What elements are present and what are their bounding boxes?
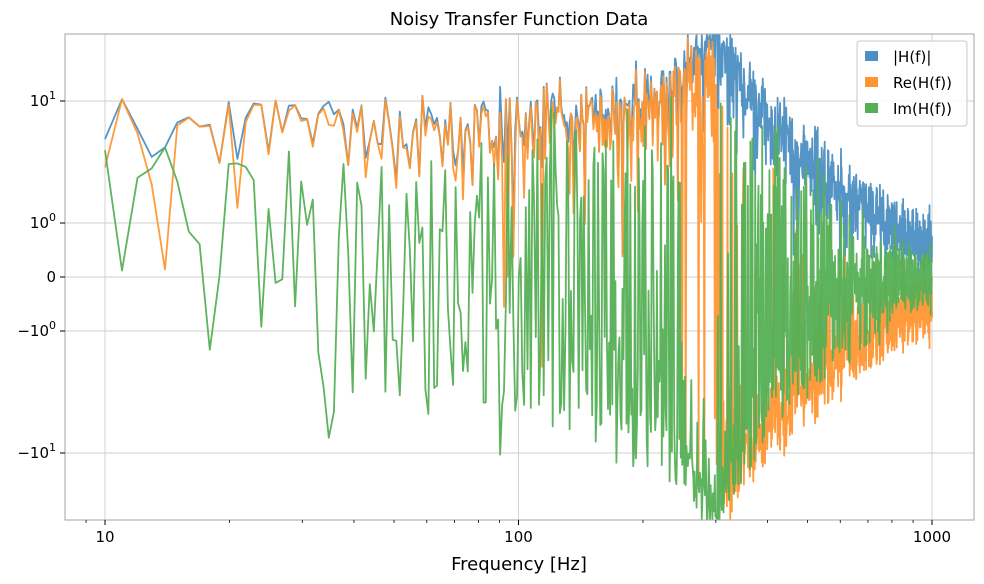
y-tick-base: −10 bbox=[17, 322, 49, 340]
x-tick-label: 10 bbox=[95, 528, 114, 546]
y-tick-base: 10 bbox=[30, 214, 49, 232]
y-tick-label: 100 bbox=[30, 211, 56, 232]
y-tick-exponent: 0 bbox=[49, 211, 56, 224]
legend-frame bbox=[856, 40, 968, 127]
legend-swatch-magnitude bbox=[865, 51, 878, 61]
y-tick-base: 10 bbox=[30, 92, 49, 110]
legend-label-real: Re(H(f)) bbox=[893, 74, 952, 92]
legend-swatch-real bbox=[865, 77, 878, 87]
chart-title: Noisy Transfer Function Data bbox=[390, 9, 649, 30]
y-tick-label: −100 bbox=[17, 319, 56, 340]
legend-label-imag: Im(H(f)) bbox=[893, 100, 952, 118]
legend-label-magnitude: |H(f)| bbox=[893, 48, 931, 66]
x-tick-label: 1000 bbox=[913, 528, 951, 546]
y-tick-base: −10 bbox=[17, 444, 49, 462]
series-real-line bbox=[104, 36, 933, 520]
y-tick-label: −101 bbox=[17, 441, 56, 462]
y-tick-base: 0 bbox=[46, 268, 56, 286]
y-tick-exponent: 1 bbox=[49, 441, 56, 454]
legend-swatch-imag bbox=[865, 103, 878, 113]
x-tick-label: 100 bbox=[504, 528, 533, 546]
y-tick-exponent: 1 bbox=[49, 89, 56, 102]
x-axis-label: Frequency [Hz] bbox=[451, 554, 587, 575]
y-tick-exponent: 0 bbox=[49, 319, 56, 332]
y-tick-label: 101 bbox=[30, 89, 56, 110]
series-imag-line bbox=[104, 96, 933, 520]
legend: |H(f)| Re(H(f)) Im(H(f)) bbox=[856, 40, 968, 127]
plot-series bbox=[104, 34, 933, 520]
y-tick-label: 0 bbox=[46, 268, 56, 286]
